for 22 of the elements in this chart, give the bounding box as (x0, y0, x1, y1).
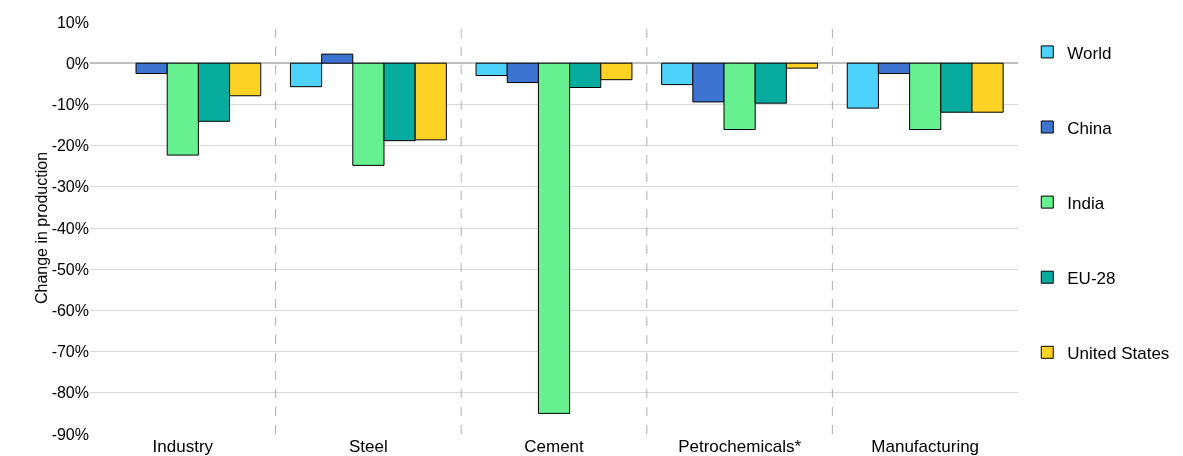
y-tick-label: -20% (51, 137, 89, 155)
x-tick-label: Manufacturing (871, 437, 980, 456)
legend-label: EU-28 (1067, 268, 1116, 288)
legend-label: India (1067, 193, 1105, 213)
x-tick-label: Petrochemicals* (678, 437, 802, 456)
y-tick-label: -40% (51, 219, 89, 237)
y-tick-label: -60% (51, 302, 89, 319)
y-axis-title: Change in production (32, 151, 50, 305)
y-tick-label: -90% (51, 425, 89, 443)
y-tick-label: -80% (51, 384, 89, 402)
x-tick-label: Industry (152, 437, 214, 456)
legend-label: United States (1067, 343, 1170, 363)
y-tick-label: -70% (51, 343, 89, 361)
legend-label: China (1067, 118, 1113, 138)
x-tick-label: Cement (524, 437, 585, 456)
y-tick-label: -30% (51, 178, 89, 196)
legend-label: World (1067, 43, 1112, 63)
y-tick-label: 0% (65, 54, 89, 72)
y-tick-label: 10% (56, 13, 89, 31)
y-tick-label: -10% (51, 96, 89, 113)
y-tick-label: -50% (51, 260, 89, 278)
x-tick-label: Steel (349, 437, 388, 456)
